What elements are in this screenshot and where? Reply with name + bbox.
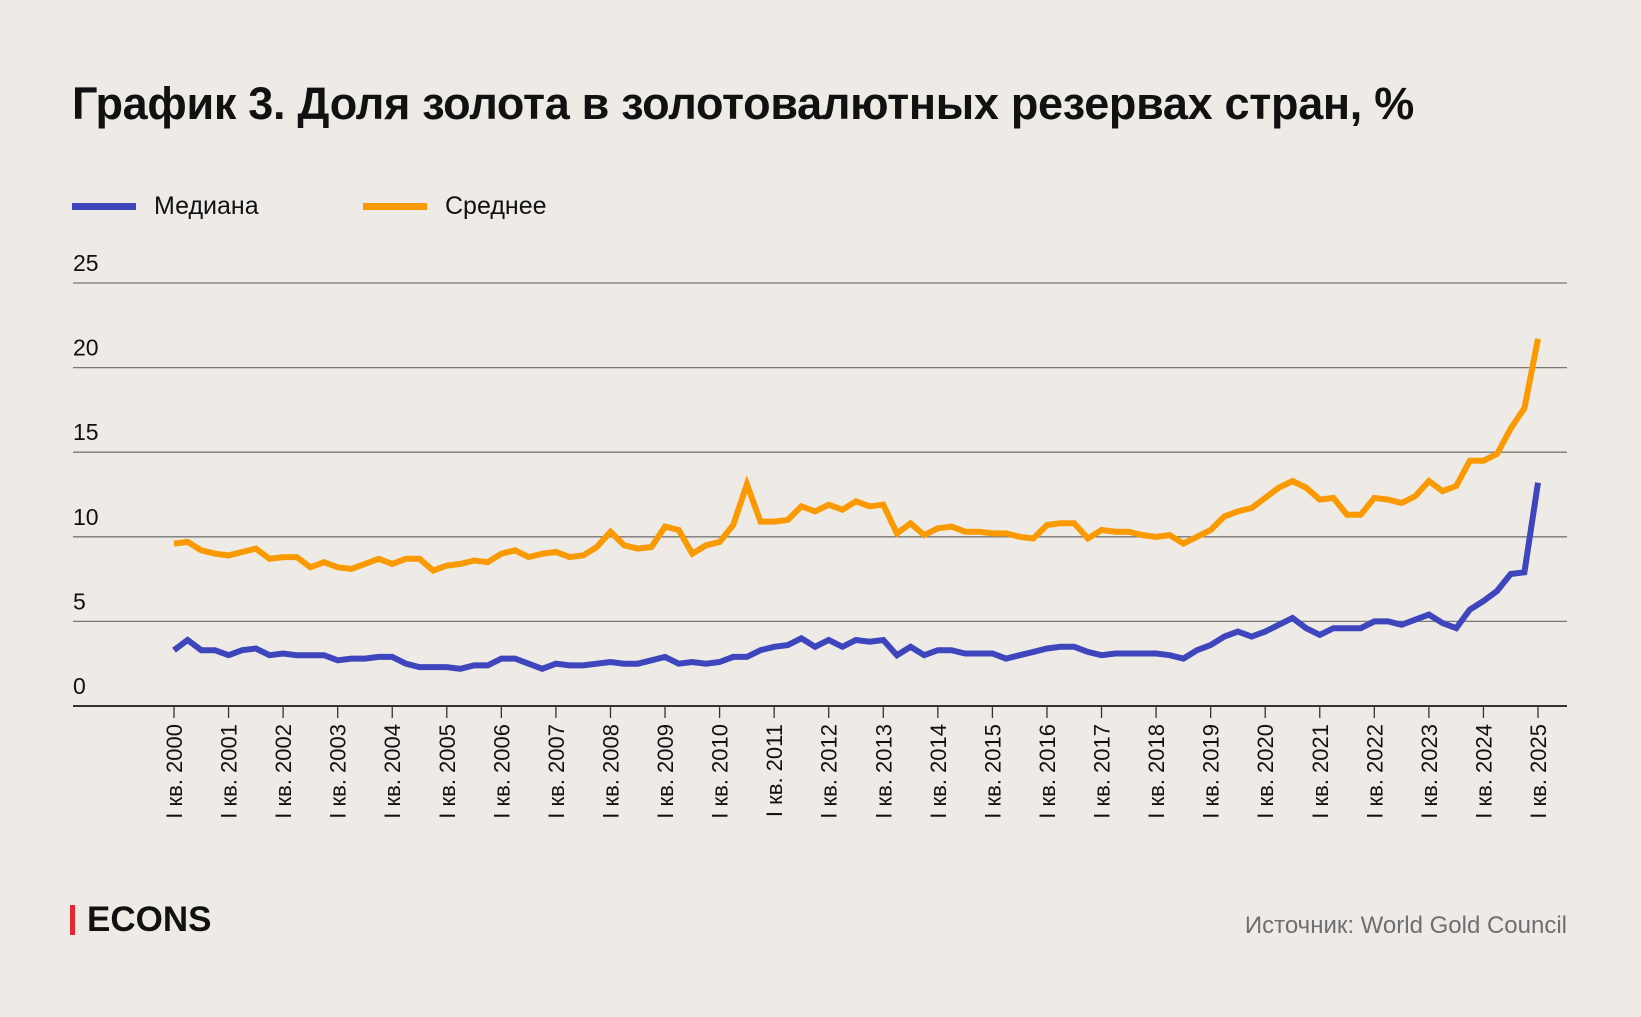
x-tick-label: I кв. 2012	[817, 724, 842, 819]
x-tick-label: I кв. 2014	[926, 724, 951, 819]
y-tick-label: 5	[73, 588, 86, 614]
x-tick-label: I кв. 2004	[380, 724, 405, 819]
x-tick-label: I кв. 2013	[871, 724, 896, 819]
x-tick-label: I кв. 2010	[708, 724, 733, 819]
line-chart: 0 5 10 15 20 25 I кв. 2000 I кв. 2001 I кв. 2002…	[73, 250, 1567, 819]
y-tick-label: 0	[73, 673, 86, 699]
x-tick-label: I кв. 2018	[1144, 724, 1169, 819]
series-line-mean	[173, 338, 1541, 575]
x-tick-label: I кв. 2000	[162, 724, 187, 819]
y-tick-label: 20	[73, 335, 99, 361]
x-tick-label: I кв. 2024	[1471, 724, 1496, 819]
x-tick-label: I кв. 2007	[544, 724, 569, 819]
chart-title: График 3. Доля золота в золотовалютных р…	[72, 78, 1414, 129]
x-tick-label: I кв. 2001	[217, 724, 242, 819]
legend-item-median: Медиана	[72, 192, 259, 221]
logo-red-bar	[70, 905, 75, 935]
y-tick-label: 25	[73, 250, 99, 276]
x-tick-label: I кв. 2016	[1035, 724, 1060, 819]
x-tick-label: I кв. 2019	[1199, 724, 1224, 819]
x-tick-label: I кв. 2017	[1090, 724, 1115, 819]
x-tick-label: I кв. 2023	[1417, 724, 1442, 819]
x-tick-label: I кв. 2021	[1308, 724, 1333, 819]
series-line-median	[172, 482, 1541, 673]
y-tick-label: 10	[73, 504, 99, 530]
source-note: Источник: World Gold Council	[1244, 912, 1567, 939]
x-tick-label: I кв. 2005	[435, 724, 460, 819]
x-tick-label: I кв. 2003	[326, 724, 351, 819]
legend-label-mean: Среднее	[445, 192, 547, 220]
x-tick-label: I кв. 2008	[598, 724, 623, 819]
x-tick-label: I кв. 2002	[271, 724, 296, 819]
x-tick-label: I кв. 2006	[489, 724, 514, 819]
logo-text: ECONS	[87, 900, 212, 939]
x-tick-label: I кв. 2025	[1526, 724, 1551, 819]
x-tick-label: I кв. 2009	[653, 724, 678, 819]
legend-swatch-median	[72, 203, 136, 210]
legend-item-mean: Среднее	[363, 192, 547, 221]
legend-label-median: Медиана	[154, 192, 259, 220]
x-tick-label: I кв. 2022	[1362, 724, 1387, 819]
x-tick-label: I кв. 2020	[1253, 724, 1278, 819]
legend-swatch-mean	[363, 203, 427, 210]
y-tick-label: 15	[73, 419, 99, 445]
x-tick-label: I кв. 2011	[762, 724, 787, 817]
x-tick-label: I кв. 2015	[980, 724, 1005, 819]
econs-logo: ECONS	[70, 900, 211, 940]
